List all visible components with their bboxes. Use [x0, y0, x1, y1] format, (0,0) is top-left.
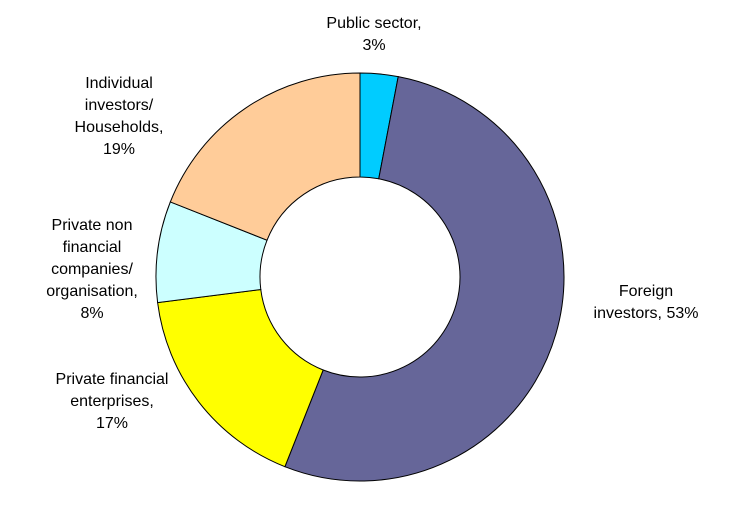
donut-slice-foreign-investors — [284, 76, 565, 482]
label-line: financial — [62, 239, 122, 256]
label-public-sector: Public sector, 3% — [300, 13, 448, 57]
label-line: 8% — [80, 305, 104, 322]
label-private-non-financial: Private non financial companies/ organis… — [12, 215, 172, 325]
label-foreign-investors: Foreign investors, 53% — [568, 281, 724, 325]
label-line: organisation, — [46, 283, 138, 300]
label-line: Foreign — [618, 283, 674, 300]
label-line: Households, — [74, 119, 164, 136]
donut-slice-individual-investors-households — [169, 72, 361, 241]
label-line: Public sector, — [326, 15, 422, 32]
label-individual-investors: Individual investors/ Households, 19% — [40, 73, 198, 161]
label-line: investors/ — [84, 97, 154, 114]
label-private-financial-enterprises: Private financial enterprises, 17% — [20, 369, 204, 435]
label-line: Private financial — [55, 371, 169, 388]
label-line: investors, 53% — [593, 305, 699, 322]
donut-slice-private-financial-enterprises — [157, 288, 324, 468]
label-line: companies/ — [51, 261, 133, 278]
label-line: 17% — [95, 415, 129, 432]
label-line: Individual — [85, 75, 153, 92]
label-line: Private non — [51, 217, 133, 234]
label-line: enterprises, — [70, 393, 154, 410]
label-line: 3% — [362, 37, 386, 54]
label-line: 19% — [102, 141, 136, 158]
